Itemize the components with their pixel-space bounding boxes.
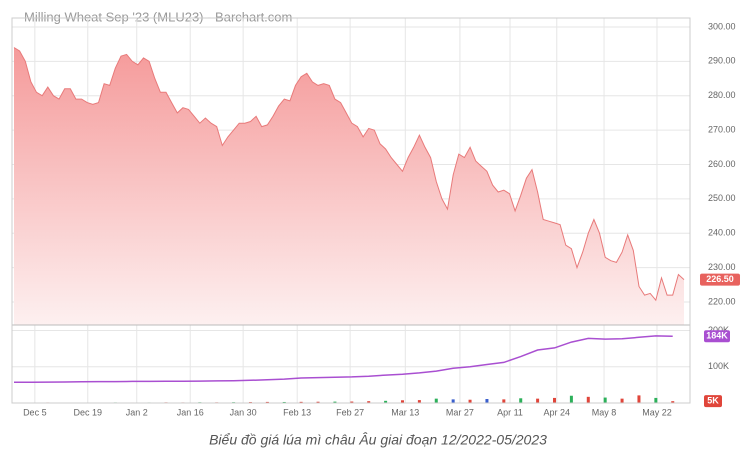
volume-bar [384, 400, 388, 403]
x-tick-label: May 8 [592, 407, 617, 417]
volume-bar [468, 399, 472, 403]
volume-bar [654, 397, 658, 403]
caption: Biểu đồ giá lúa mì châu Âu giai đoạn 12/… [209, 432, 547, 448]
volume-bar [671, 401, 675, 403]
volume-bar [586, 396, 590, 403]
x-tick-label: Jan 30 [230, 407, 257, 417]
y-tick-label: 280.00 [708, 90, 736, 100]
y-tick-label: 300.00 [708, 21, 736, 31]
y-tick-label: 220.00 [708, 296, 736, 306]
oi-last-label: 184K [706, 331, 728, 341]
volume-bar [282, 401, 286, 403]
volume-bar [350, 401, 354, 403]
oi-badge [704, 330, 730, 343]
y-tick-label: 260.00 [708, 159, 736, 169]
price-area [14, 47, 684, 325]
volume-bar [434, 398, 438, 403]
volume-bar [299, 401, 303, 403]
chart-title: Milling Wheat Sep '23 (MLU23) - Barchart… [24, 9, 292, 24]
volume-badge [704, 395, 722, 408]
volume-bar [553, 397, 557, 403]
x-tick-label: Mar 27 [446, 407, 474, 417]
y-tick-label: 290.00 [708, 56, 736, 66]
x-tick-label: Jan 16 [177, 407, 204, 417]
volume-bar [333, 401, 337, 403]
volume-bar [620, 398, 624, 403]
volume-last-label: 5K [707, 396, 719, 406]
volume-bar [519, 398, 523, 403]
y-tick-label: 250.00 [708, 193, 736, 203]
volume-bar [485, 399, 489, 403]
price-line [13, 47, 685, 302]
y-tick-label: 200K [708, 325, 729, 335]
x-tick-label: Jan 2 [126, 407, 148, 417]
x-tick-label: Apr 11 [497, 407, 523, 417]
y-tick-label: 100K [708, 361, 729, 371]
last-price-badge [700, 273, 740, 286]
x-tick-label: May 22 [642, 407, 672, 417]
last-price-label: 226.50 [706, 274, 734, 284]
x-tick-label: Feb 13 [283, 407, 311, 417]
volume-bar [367, 401, 371, 403]
x-tick-label: Dec 19 [73, 407, 102, 417]
volume-bar [316, 401, 320, 403]
volume-bar [417, 400, 421, 403]
x-tick-label: Apr 24 [543, 407, 570, 417]
volume-bar [265, 401, 269, 403]
y-tick-label: 230.00 [708, 262, 736, 272]
plot-frame [11, 17, 691, 404]
y-tick-label: 270.00 [708, 124, 736, 134]
volume-bar [502, 399, 506, 403]
volume-bar [536, 398, 540, 403]
volume-bar [451, 399, 455, 403]
volume-bar [400, 400, 404, 403]
x-tick-label: Feb 27 [336, 407, 364, 417]
x-tick-label: Mar 13 [391, 407, 419, 417]
open-interest-line [14, 335, 673, 384]
volume-bar [637, 395, 641, 403]
x-tick-label: Dec 5 [23, 407, 47, 417]
volume-bar [569, 395, 573, 403]
y-tick-label: 240.00 [708, 228, 736, 238]
volume-bar [603, 397, 607, 403]
